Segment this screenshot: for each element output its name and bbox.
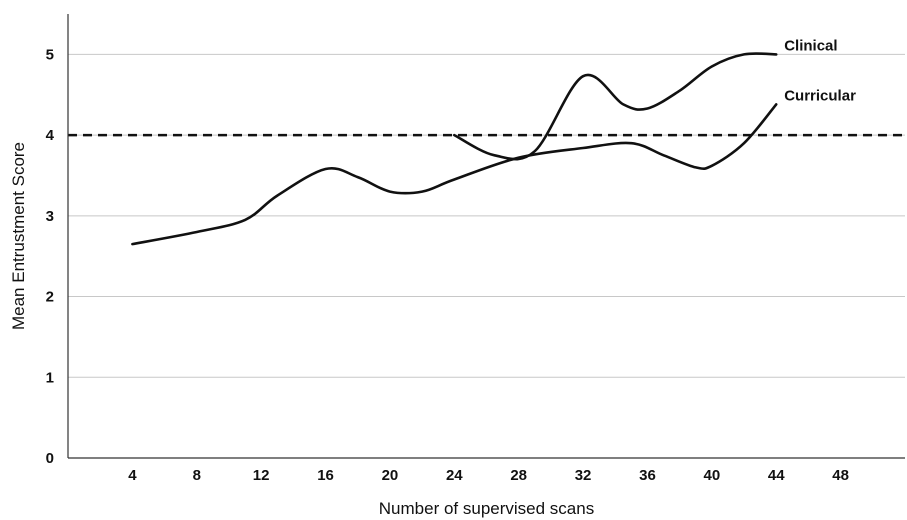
y-axis-title: Mean Entrustment Score <box>9 142 28 330</box>
x-tick-36: 36 <box>639 467 656 484</box>
x-tick-20: 20 <box>382 467 399 484</box>
x-tick-28: 28 <box>510 467 527 484</box>
x-tick-8: 8 <box>193 467 201 484</box>
series-layer <box>131 52 778 246</box>
y-tick-2: 2 <box>46 289 54 306</box>
x-tick-12: 12 <box>253 467 270 484</box>
x-tick-4: 4 <box>128 467 137 484</box>
gridlines <box>68 53 905 378</box>
x-tick-24: 24 <box>446 467 463 484</box>
series-labels: Clinical Curricular <box>784 37 856 104</box>
x-axis-title: Number of supervised scans <box>379 499 594 518</box>
y-tick-1: 1 <box>46 369 54 386</box>
y-tick-0: 0 <box>46 450 54 467</box>
y-tick-4: 4 <box>46 127 55 144</box>
series-curricular-label: Curricular <box>784 87 856 104</box>
y-tick-labels: 0 1 2 3 4 5 <box>46 46 55 467</box>
x-tick-44: 44 <box>768 467 785 484</box>
x-tick-labels: 4 8 12 16 20 24 28 32 36 40 44 48 <box>128 467 849 484</box>
x-tick-32: 32 <box>575 467 592 484</box>
x-tick-40: 40 <box>704 467 721 484</box>
series-clinical-label: Clinical <box>784 37 837 54</box>
series-curricular-line <box>131 103 778 246</box>
y-tick-3: 3 <box>46 208 54 225</box>
x-tick-48: 48 <box>832 467 849 484</box>
y-tick-5: 5 <box>46 46 54 63</box>
x-tick-16: 16 <box>317 467 334 484</box>
